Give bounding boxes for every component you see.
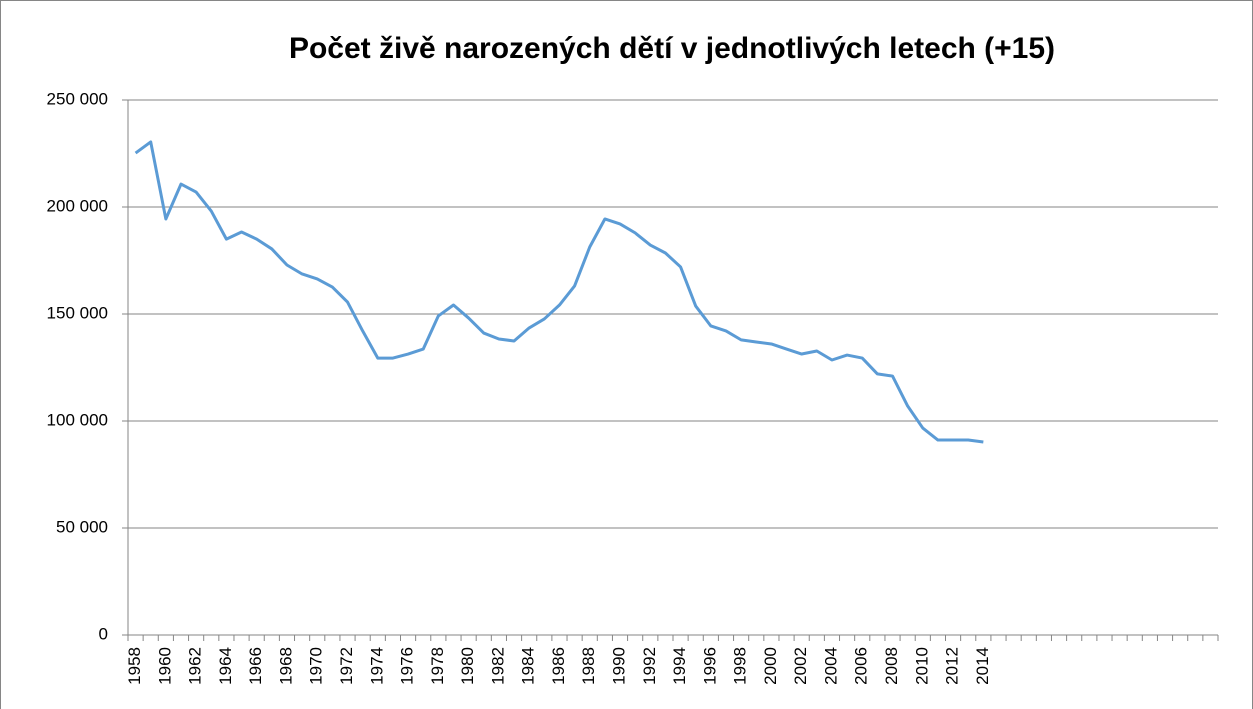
x-tick-label: 1964 [216, 647, 235, 685]
x-tick-label: 1976 [398, 647, 417, 685]
x-tick-label: 1994 [670, 647, 689, 685]
x-tick-label: 1992 [640, 647, 659, 685]
x-tick-label: 2014 [973, 647, 992, 685]
x-tick-label: 1982 [488, 647, 507, 685]
y-tick-label: 50 000 [56, 517, 108, 536]
x-tick-label: 2006 [852, 647, 871, 685]
y-tick-label: 0 [99, 624, 108, 643]
x-tick-label: 1974 [367, 647, 386, 685]
x-tick-label: 1970 [307, 647, 326, 685]
y-tick-label: 100 000 [47, 410, 108, 429]
x-tick-label: 1986 [549, 647, 568, 685]
x-tick-label: 1966 [246, 647, 265, 685]
x-tick-label: 2010 [912, 647, 931, 685]
y-tick-label: 250 000 [47, 89, 108, 108]
x-tick-label: 1958 [125, 647, 144, 685]
x-tick-label: 1990 [609, 647, 628, 685]
x-tick-label: 1996 [700, 647, 719, 685]
x-tick-label: 1988 [579, 647, 598, 685]
x-tick-label: 2012 [943, 647, 962, 685]
line-series [134, 140, 984, 444]
x-tick-label: 1978 [428, 647, 447, 685]
y-tick-label: 200 000 [47, 196, 108, 215]
x-tick-label: 1998 [731, 647, 750, 685]
x-tick-label: 2008 [882, 647, 901, 685]
x-tick-label: 2002 [791, 647, 810, 685]
x-tick-label: 2004 [821, 647, 840, 685]
x-tick-label: 1972 [337, 647, 356, 685]
x-tick-label: 1962 [186, 647, 205, 685]
x-tick-label: 1984 [519, 647, 538, 685]
x-tick-label: 2000 [761, 647, 780, 685]
chart-title: Počet živě narozených dětí v jednotlivýc… [289, 32, 1055, 65]
x-tick-label: 1968 [276, 647, 295, 685]
y-tick-label: 150 000 [47, 303, 108, 322]
x-tick-label: 1980 [458, 647, 477, 685]
x-tick-label: 1960 [155, 647, 174, 685]
